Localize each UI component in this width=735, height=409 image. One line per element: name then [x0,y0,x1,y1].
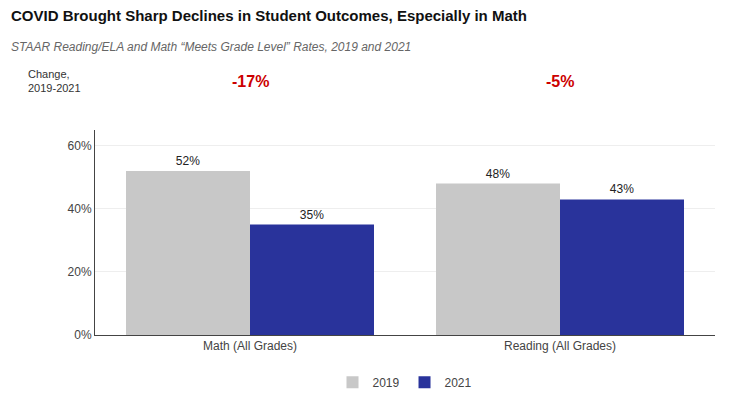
svg-text:Math (All Grades): Math (All Grades) [203,339,297,353]
svg-text:20%: 20% [68,265,92,279]
svg-text:40%: 40% [68,202,92,216]
svg-text:35%: 35% [300,208,324,222]
svg-text:-5%: -5% [546,73,574,90]
svg-text:43%: 43% [610,182,634,196]
svg-text:2021: 2021 [445,376,472,390]
svg-text:2019: 2019 [373,376,400,390]
svg-text:Change,2019-2021: Change,2019-2021 [28,68,81,94]
svg-text:52%: 52% [176,154,200,168]
svg-text:Reading (All Grades): Reading (All Grades) [504,339,616,353]
svg-text:-17%: -17% [232,73,269,90]
svg-text:STAAR Reading/ELA and Math “Me: STAAR Reading/ELA and Math “Meets Grade … [11,40,411,54]
svg-text:COVID Brought Sharp Declines i: COVID Brought Sharp Declines in Student … [11,7,527,24]
svg-text:0%: 0% [74,328,92,342]
svg-text:60%: 60% [68,139,92,153]
svg-text:48%: 48% [486,167,510,181]
